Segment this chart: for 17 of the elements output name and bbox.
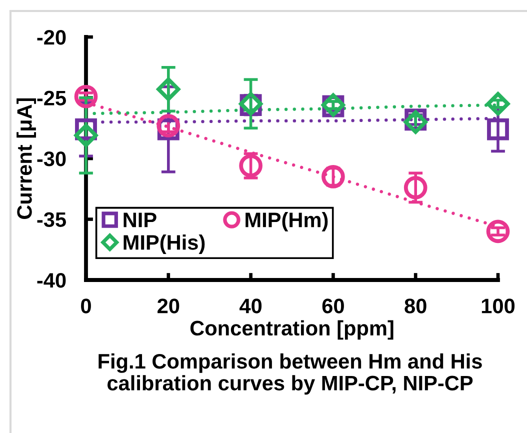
x-tick-label: 40 <box>240 298 262 314</box>
x-tick-label: 100 <box>482 298 515 314</box>
x-axis-title: Concentration [ppm] <box>190 320 394 340</box>
x-tick-label: 20 <box>158 298 180 314</box>
legend-label: MIP(Hm) <box>246 212 328 232</box>
y-tick-label: -40 <box>37 273 66 288</box>
y-tick-label: -35 <box>37 212 66 228</box>
legend-label: NIP <box>124 212 156 228</box>
x-tick-label: 80 <box>404 298 426 314</box>
caption: Fig.1 Comparison between Hm and His calibration curves by MIP-CP, NIP-CP <box>98 353 482 395</box>
y-tick-label: -20 <box>37 30 66 45</box>
x-tick-label: 0 <box>81 298 91 314</box>
y-tick-label: -25 <box>37 90 66 106</box>
x-tick-label: 60 <box>322 298 344 314</box>
y-tick-label: -30 <box>37 152 66 166</box>
y-axis-title: Current [μA] <box>16 98 36 219</box>
legend-label: MIP(His) <box>124 234 205 254</box>
